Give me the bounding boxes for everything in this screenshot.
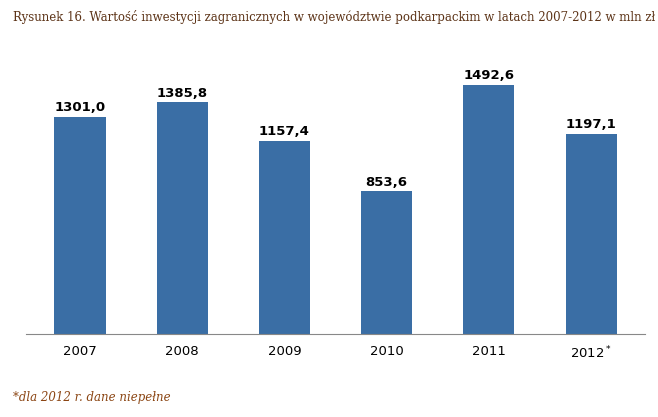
- Text: 1492,6: 1492,6: [463, 69, 515, 82]
- Bar: [259, 141, 310, 334]
- Bar: [361, 191, 413, 334]
- Text: 1157,4: 1157,4: [259, 125, 310, 138]
- Bar: [566, 134, 617, 334]
- Text: 853,6: 853,6: [366, 176, 408, 189]
- Text: 1301,0: 1301,0: [55, 101, 105, 114]
- Bar: [157, 103, 208, 334]
- Text: Rysunek 16. Wartość inwestycji zagranicznych w województwie podkarpackim w latac: Rysunek 16. Wartość inwestycji zagranicz…: [13, 10, 655, 25]
- Text: 1197,1: 1197,1: [566, 118, 617, 131]
- Bar: [55, 117, 105, 334]
- Bar: [463, 85, 515, 334]
- Text: 1385,8: 1385,8: [157, 87, 208, 100]
- Text: *dla 2012 r. dane niepełne: *dla 2012 r. dane niepełne: [13, 392, 171, 404]
